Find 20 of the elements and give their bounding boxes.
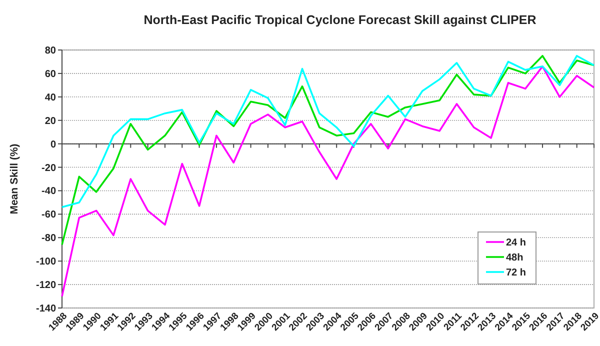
legend-label: 72 h xyxy=(506,268,526,278)
y-tick-label: -20 xyxy=(42,162,56,174)
y-tick-label: -80 xyxy=(42,233,56,244)
y-tick-label: -100 xyxy=(36,256,56,268)
y-tick-label: -140 xyxy=(36,304,56,314)
line-series xyxy=(61,66,595,298)
y-tick-label: 80 xyxy=(44,46,56,56)
y-axis-title: Mean Skill (%) xyxy=(8,144,21,214)
legend-label: 24 h xyxy=(506,238,526,248)
line-series xyxy=(61,54,595,246)
y-tick-label: 40 xyxy=(44,92,56,104)
chart-title: North-East Pacific Tropical Cyclone Forecast Skill against CLIPER xyxy=(144,13,536,27)
y-tick-label: 20 xyxy=(44,116,56,127)
legend-label: 48h xyxy=(506,252,524,264)
y-tick-label: -120 xyxy=(36,280,56,292)
line-series xyxy=(61,54,595,208)
y-tick-label: 60 xyxy=(44,68,56,80)
y-tick-label: 0 xyxy=(50,139,56,150)
y-tick-label: -60 xyxy=(42,210,56,221)
y-tick-label: -40 xyxy=(42,186,56,198)
